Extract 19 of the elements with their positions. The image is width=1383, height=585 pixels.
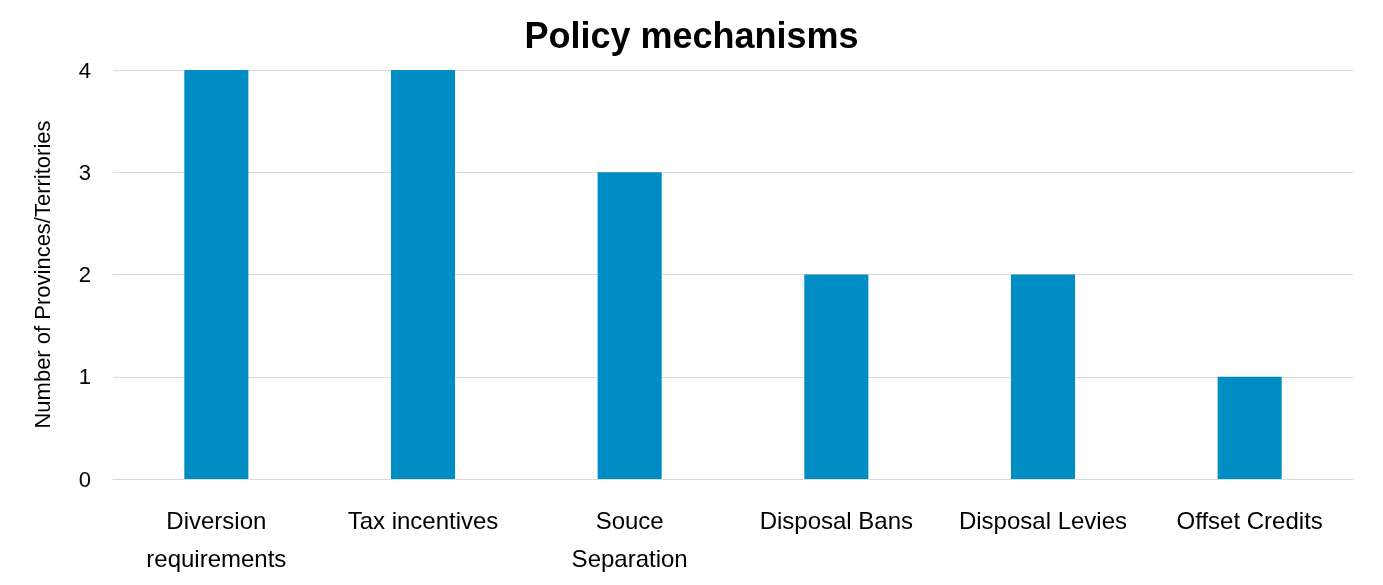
y-tick-label: 2 xyxy=(78,262,91,287)
x-tick-label: Offset Credits xyxy=(1176,506,1323,534)
x-tick-label: Souce Separation xyxy=(571,506,688,572)
x-tick-label: Disposal Bans xyxy=(759,506,914,534)
bar xyxy=(597,172,662,479)
x-tick-label: Tax incentives xyxy=(347,506,499,534)
chart-title: Policy mechanisms xyxy=(524,14,859,56)
y-tick-label: 3 xyxy=(78,159,91,185)
x-tick-label: Diversion requirements xyxy=(146,506,287,572)
bar xyxy=(390,70,456,479)
y-tick-label: 1 xyxy=(78,364,91,390)
y-tick-label: 4 xyxy=(78,57,91,83)
y-axis-title: Number of Provinces/Territories xyxy=(29,120,55,429)
y-tick-label: 0 xyxy=(78,466,91,492)
bar xyxy=(184,70,249,479)
bar xyxy=(804,274,869,479)
bar xyxy=(1010,274,1076,479)
bar xyxy=(1217,376,1282,479)
x-tick-label: Disposal Levies xyxy=(958,506,1128,534)
